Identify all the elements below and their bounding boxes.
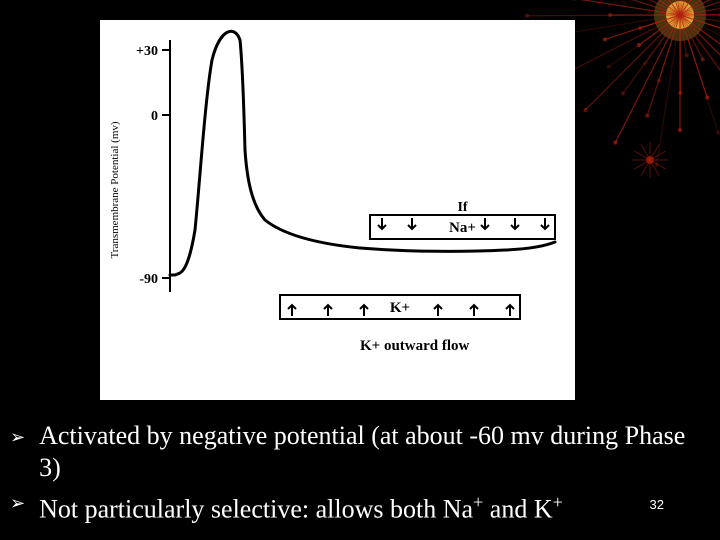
svg-text:Na+: Na+ — [449, 220, 476, 236]
page-number: 32 — [650, 497, 664, 512]
svg-text:+30: +30 — [136, 44, 158, 59]
svg-text:If: If — [457, 200, 467, 215]
svg-text:K+ outward flow: K+ outward flow — [360, 338, 470, 354]
svg-text:0: 0 — [151, 109, 158, 124]
list-item: ➢ Not particularly selective: allows bot… — [10, 486, 700, 526]
bullet-icon: ➢ — [10, 486, 25, 520]
bullet-icon: ➢ — [10, 420, 25, 454]
svg-text:-90: -90 — [139, 272, 158, 287]
svg-text:K+: K+ — [390, 300, 410, 316]
action-potential-diagram: +30 0 -90 Transmembrane Potential (mv) Na+ If… — [100, 20, 575, 400]
bullet-text: Not particularly selective: allows both … — [39, 486, 563, 526]
svg-text:Transmembrane Potential (mv): Transmembrane Potential (mv) — [109, 121, 121, 258]
bullet-text: Activated by negative potential (at abou… — [39, 420, 700, 484]
bullet-list: ➢ Activated by negative potential (at ab… — [0, 420, 720, 528]
list-item: ➢ Activated by negative potential (at ab… — [10, 420, 700, 484]
